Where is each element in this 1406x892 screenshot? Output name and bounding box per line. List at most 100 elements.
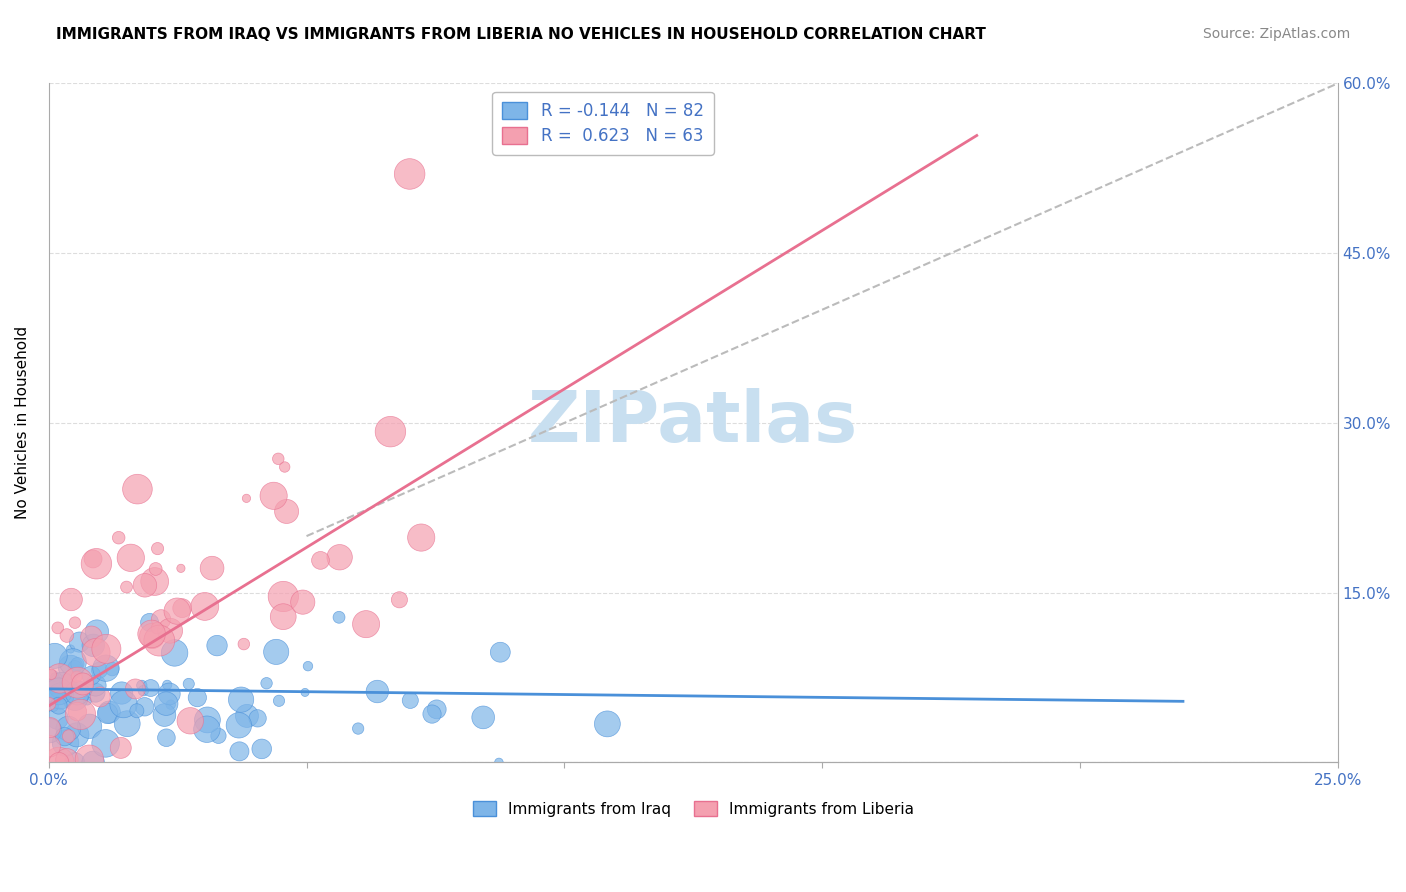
Point — [267, 451, 290, 466]
Point — [328, 610, 350, 624]
Point — [94, 661, 117, 675]
Point — [58, 722, 80, 736]
Point — [201, 561, 224, 575]
Point — [49, 689, 72, 703]
Point — [132, 683, 155, 698]
Point — [246, 711, 269, 725]
Point — [38, 739, 60, 754]
Point — [291, 595, 314, 609]
Point — [205, 639, 228, 653]
Point — [46, 621, 69, 635]
Point — [489, 645, 512, 659]
Point — [112, 697, 135, 711]
Point — [86, 557, 108, 571]
Point — [159, 624, 181, 638]
Point — [84, 679, 107, 693]
Point — [59, 660, 82, 674]
Point — [53, 730, 76, 744]
Point — [110, 740, 132, 755]
Legend: Immigrants from Iraq, Immigrants from Liberia: Immigrants from Iraq, Immigrants from Li… — [467, 795, 920, 822]
Point — [276, 504, 298, 518]
Point — [76, 694, 98, 708]
Point — [59, 642, 82, 657]
Point — [267, 694, 290, 708]
Point — [44, 670, 66, 684]
Point — [163, 646, 186, 660]
Point — [48, 756, 70, 770]
Point — [82, 638, 104, 652]
Point — [398, 167, 420, 181]
Point — [329, 550, 352, 565]
Point — [596, 717, 619, 731]
Point — [172, 601, 194, 615]
Point — [96, 641, 118, 656]
Point — [411, 531, 433, 545]
Point — [150, 612, 173, 626]
Point — [134, 578, 156, 592]
Point — [139, 681, 162, 695]
Point — [232, 637, 254, 651]
Point — [179, 714, 201, 728]
Point — [72, 677, 94, 691]
Point — [82, 552, 104, 566]
Point — [388, 592, 411, 607]
Point — [44, 648, 66, 663]
Point — [39, 721, 62, 735]
Point — [156, 678, 179, 692]
Point — [264, 645, 287, 659]
Point — [51, 679, 73, 693]
Point — [63, 660, 86, 674]
Point — [84, 685, 107, 699]
Point — [228, 718, 250, 732]
Point — [41, 675, 63, 690]
Point — [229, 692, 252, 706]
Point — [195, 723, 218, 737]
Point — [48, 684, 70, 698]
Point — [111, 686, 134, 700]
Point — [56, 753, 79, 767]
Point — [80, 630, 103, 644]
Point — [155, 731, 177, 745]
Point — [380, 425, 402, 439]
Point — [155, 697, 177, 711]
Point — [194, 599, 217, 614]
Point — [79, 719, 101, 733]
Point — [146, 541, 169, 556]
Point — [46, 712, 69, 726]
Point — [177, 677, 200, 691]
Point — [38, 697, 60, 711]
Point — [271, 609, 294, 624]
Point — [166, 604, 188, 618]
Point — [69, 707, 91, 722]
Point — [294, 685, 316, 699]
Point — [115, 716, 138, 731]
Point — [263, 489, 285, 503]
Point — [56, 676, 79, 690]
Point — [141, 627, 163, 641]
Point — [472, 710, 495, 724]
Point — [63, 756, 86, 770]
Y-axis label: No Vehicles in Household: No Vehicles in Household — [15, 326, 30, 519]
Point — [354, 617, 377, 632]
Point — [146, 621, 169, 635]
Text: ZIPatlas: ZIPatlas — [529, 388, 858, 458]
Point — [124, 681, 146, 696]
Point — [148, 633, 170, 648]
Point — [82, 756, 104, 770]
Point — [48, 756, 70, 770]
Point — [69, 635, 91, 649]
Point — [236, 709, 259, 723]
Point — [399, 693, 422, 707]
Point — [426, 702, 449, 716]
Point — [45, 690, 67, 705]
Point — [420, 707, 443, 722]
Point — [63, 615, 86, 630]
Text: Source: ZipAtlas.com: Source: ZipAtlas.com — [1202, 27, 1350, 41]
Point — [80, 668, 103, 682]
Point — [297, 659, 319, 673]
Point — [62, 655, 84, 669]
Point — [125, 704, 148, 718]
Point — [131, 678, 153, 692]
Point — [347, 722, 370, 736]
Point — [115, 580, 138, 594]
